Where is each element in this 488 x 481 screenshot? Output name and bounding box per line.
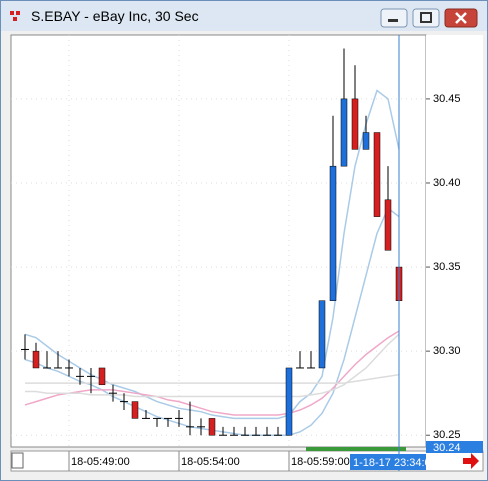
candle-body <box>351 98 359 150</box>
x-tick-label: 18-05:59:00 <box>291 456 350 468</box>
app-icon <box>16 11 20 15</box>
app-icon <box>10 11 14 15</box>
candle-body <box>285 367 293 436</box>
candle-body <box>131 401 139 419</box>
plot-area <box>10 34 427 448</box>
cursor-label: 1-18-17 23:34:00 <box>353 457 437 469</box>
indicator-line <box>24 330 400 416</box>
candle-body <box>384 199 392 251</box>
last-price-box <box>426 441 483 453</box>
last-price-label: 30.24 <box>433 442 461 454</box>
y-tick-label: 30.45 <box>433 93 461 105</box>
minimize-button[interactable] <box>380 8 408 28</box>
title-bar: S.EBAY - eBay Inc, 30 Sec <box>1 1 487 31</box>
app-icon <box>13 17 17 21</box>
window-title: S.EBAY - eBay Inc, 30 Sec <box>31 8 199 24</box>
candle-body <box>362 132 370 150</box>
candle-body <box>32 350 40 369</box>
indicator-line <box>25 373 400 384</box>
candle-body <box>329 165 337 301</box>
status-strip <box>306 447 406 451</box>
candle-body <box>98 367 106 386</box>
candle-body <box>208 418 216 436</box>
candle-body <box>373 132 381 217</box>
indicator-line <box>25 333 400 398</box>
y-tick-label: 30.40 <box>433 177 461 189</box>
x-tick-label: 18-05:49:00 <box>71 456 130 468</box>
y-tick-label: 30.25 <box>433 429 461 441</box>
y-axis-area <box>426 35 483 447</box>
indicator-line <box>24 89 400 420</box>
close-button[interactable] <box>444 8 478 28</box>
y-tick-label: 30.35 <box>433 261 461 273</box>
scroll-box[interactable] <box>11 452 24 469</box>
scroll-arrow[interactable] <box>463 453 479 469</box>
candle-body <box>318 300 326 369</box>
y-tick-label: 30.30 <box>433 345 461 357</box>
maximize-button[interactable] <box>412 8 440 28</box>
x-tick-label: 18-05:54:00 <box>181 456 240 468</box>
chart: 30.25 30.30 30.35 30.40 30.45 18-05:49:00 18-0… <box>10 34 484 472</box>
candle-body <box>340 98 348 167</box>
cursor-label-box <box>350 454 426 470</box>
title-icons <box>10 8 478 28</box>
